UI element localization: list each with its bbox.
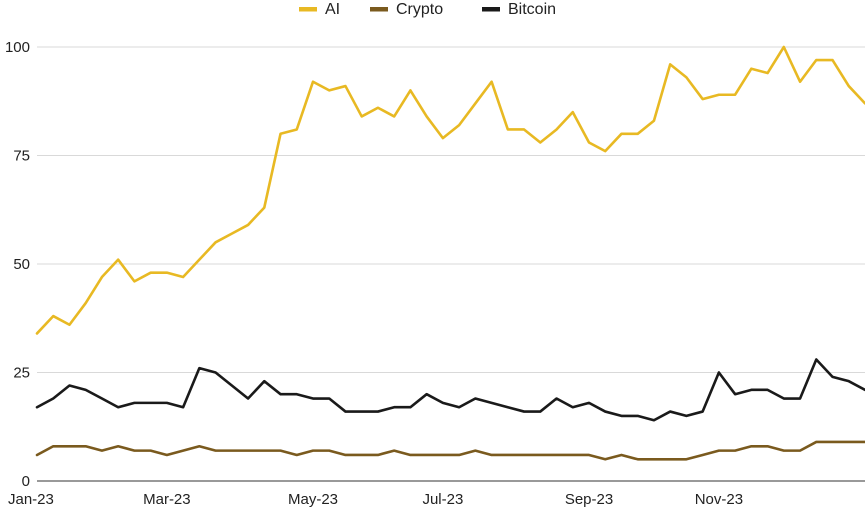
legend-label-crypto: Crypto [396,1,443,18]
series-line-bitcoin [35,358,865,422]
legend-swatch-crypto [370,7,388,12]
legend: AI Crypto Bitcoin [299,1,556,18]
series-lines [35,45,865,461]
legend-label-bitcoin: Bitcoin [508,1,556,18]
x-tick-label: May-23 [288,491,338,508]
y-tick-label: 50 [13,256,30,273]
x-tick-label: Jul-23 [422,491,463,508]
x-tick-label: Mar-23 [143,491,191,508]
y-tick-label: 100 [5,39,30,56]
legend-swatch-ai [299,7,317,12]
y-tick-label: 0 [22,473,30,490]
x-axis-tick-labels: Jan-23 Mar-23 May-23 Jul-23 Sep-23 Nov-23 [8,491,743,508]
x-tick-label: Nov-23 [695,491,743,508]
x-tick-label: Sep-23 [565,491,613,508]
series-line-ai [35,45,865,335]
y-tick-label: 75 [13,148,30,165]
gridlines [37,46,865,373]
series-line-crypto [35,440,865,461]
legend-label-ai: AI [325,1,340,18]
legend-swatch-bitcoin [482,7,500,12]
x-tick-label: Jan-23 [8,491,54,508]
y-tick-label: 25 [13,365,30,382]
y-axis-tick-labels: 0 25 50 75 100 [5,39,30,490]
